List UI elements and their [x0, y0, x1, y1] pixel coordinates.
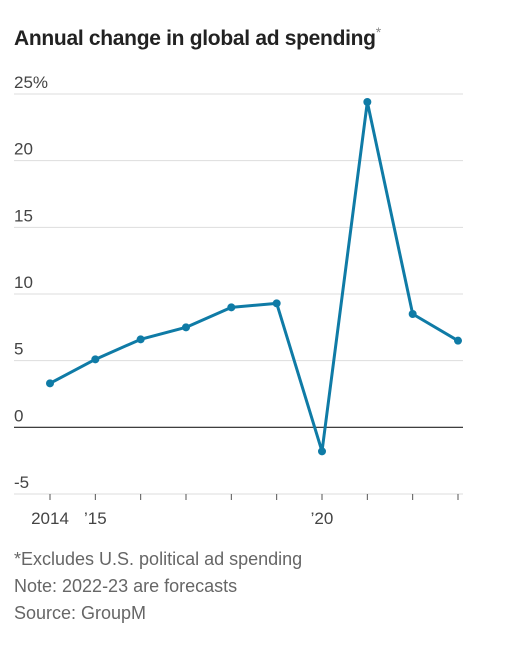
- x-axis-ticks: 2014 ’15 ’20: [31, 494, 459, 528]
- data-point: [136, 335, 145, 344]
- y-tick-label: -5: [14, 473, 29, 492]
- data-point: [46, 379, 54, 388]
- data-point: [318, 447, 326, 456]
- grid-lines: [14, 93, 463, 495]
- title-footnote-mark: *: [375, 24, 381, 40]
- data-point: [272, 299, 281, 308]
- source-line: Source: GroupM: [14, 603, 147, 623]
- y-axis-ticks: 25% 20 15 10 5 0 -5: [14, 73, 48, 492]
- data-point: [454, 336, 462, 345]
- y-tick-label: 5: [14, 340, 23, 359]
- data-point: [91, 355, 100, 364]
- x-tick-label: 2014: [31, 509, 69, 528]
- data-point: [363, 98, 372, 106]
- y-tick-label: 10: [14, 273, 33, 292]
- chart-title: Annual change in global ad spending*: [14, 24, 381, 51]
- x-tick-label: ’15: [84, 509, 107, 528]
- y-tick-label: 0: [14, 406, 23, 425]
- data-point: [182, 323, 190, 332]
- data-point: [227, 303, 236, 312]
- footnote-forecast: Note: 2022-23 are forecasts: [14, 576, 238, 596]
- footnote-exclusion: *Excludes U.S. political ad spending: [14, 549, 303, 569]
- chart-notes: *Excludes U.S. political ad spending Not…: [14, 546, 302, 627]
- data-point: [408, 310, 417, 318]
- y-tick-label: 15: [14, 206, 33, 225]
- chart-title-text: Annual change in global ad spending: [14, 27, 376, 50]
- y-tick-label: 25%: [14, 73, 48, 92]
- series-layer: [46, 98, 462, 456]
- series-line: [48, 100, 460, 453]
- x-tick-label: ’20: [311, 509, 334, 528]
- line-chart: 25% 20 15 10 5 0 -5 2014 ’15 ’20: [14, 73, 463, 528]
- y-tick-label: 20: [14, 140, 33, 159]
